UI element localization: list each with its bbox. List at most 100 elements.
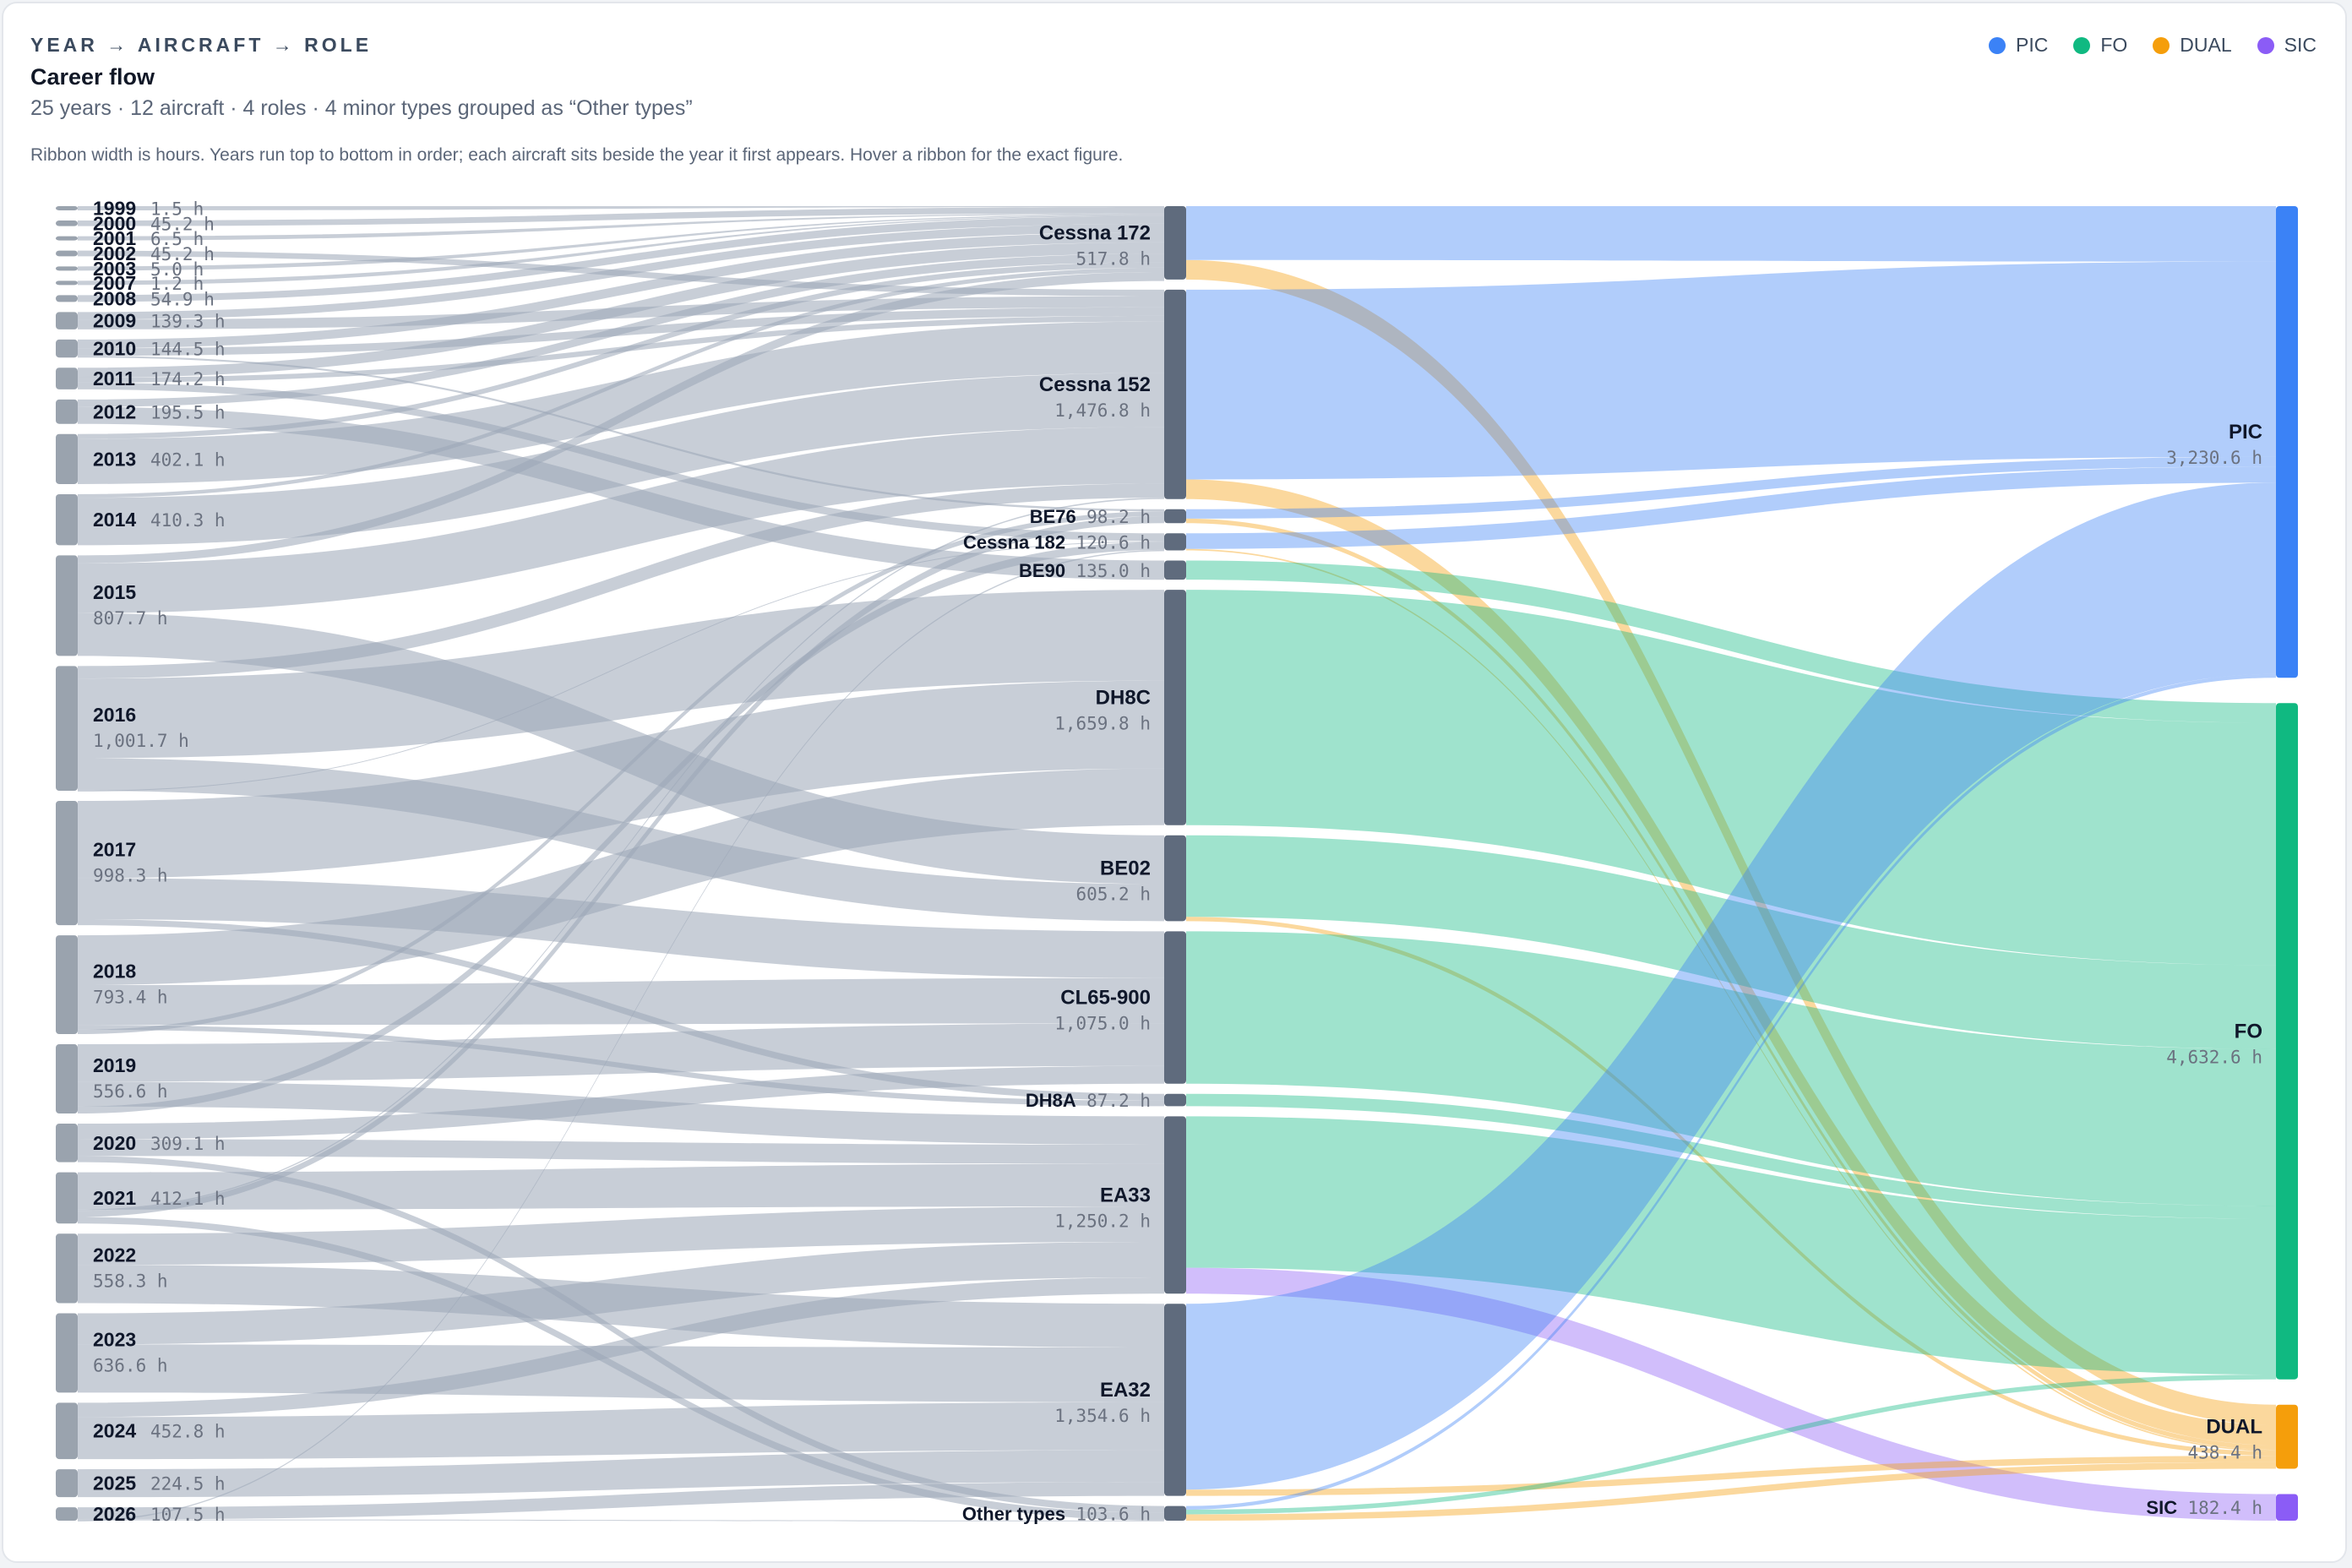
year-node-2019[interactable]	[56, 1044, 78, 1114]
link-2016-cessna-182[interactable]	[78, 541, 1164, 792]
link-2015-cessna-152[interactable]	[78, 427, 1164, 613]
year-node-2020[interactable]	[56, 1124, 78, 1162]
link-ea32-pic[interactable]	[1186, 482, 2276, 1490]
year-node-2017[interactable]	[56, 801, 78, 926]
link-2019-cl65-900[interactable]	[78, 1023, 1164, 1082]
link-cessna-152-dual[interactable]	[1186, 479, 2276, 1446]
link-ea32-dual[interactable]	[1186, 1456, 2276, 1496]
link-2022-ea33[interactable]	[78, 1206, 1164, 1266]
link-be76-dual[interactable]	[1186, 518, 2276, 1451]
year-node-2003[interactable]	[56, 266, 78, 271]
link-2020-cl65-900[interactable]	[78, 1065, 1164, 1140]
legend-item-pic[interactable]: PIC	[1989, 34, 2048, 57]
link-cessna-152-pic[interactable]	[1186, 261, 2276, 480]
year-node-2021[interactable]	[56, 1172, 78, 1224]
link-2013-cessna-172[interactable]	[78, 262, 1164, 439]
link-be02-dual[interactable]	[1186, 917, 2276, 1456]
year-node-2024[interactable]	[56, 1402, 78, 1460]
link-other-types-dual[interactable]	[1186, 1462, 2276, 1521]
aircraft-node-cessna-182[interactable]	[1164, 533, 1186, 551]
year-node-2007[interactable]	[56, 280, 78, 286]
link-2012-be90[interactable]	[78, 406, 1164, 580]
role-node-dual[interactable]	[2276, 1404, 2298, 1469]
aircraft-node-cl65-900[interactable]	[1164, 931, 1186, 1084]
year-node-2026[interactable]	[56, 1507, 78, 1521]
link-2012-cessna-172[interactable]	[78, 253, 1164, 407]
link-2021-cessna-152[interactable]	[78, 498, 1164, 1211]
year-node-2000[interactable]	[56, 220, 78, 226]
link-1999-cessna-172[interactable]	[78, 206, 1164, 210]
link-2009-cessna-172[interactable]	[78, 223, 1164, 320]
link-2014-cessna-172[interactable]	[78, 267, 1164, 498]
link-cessna-182-dual[interactable]	[1186, 548, 2276, 1451]
link-2017-cl65-900[interactable]	[78, 878, 1164, 978]
aircraft-node-cessna-172[interactable]	[1164, 206, 1186, 280]
link-cl65-900-fo[interactable]	[1186, 931, 2276, 1206]
link-2024-ea33[interactable]	[78, 1277, 1164, 1418]
link-2026-ea32[interactable]	[78, 1482, 1164, 1520]
link-2011-cessna-172[interactable]	[78, 242, 1164, 378]
year-node-2002[interactable]	[56, 250, 78, 257]
role-node-sic[interactable]	[2276, 1494, 2298, 1521]
link-2010-be76[interactable]	[78, 356, 1164, 512]
link-ea33-fo[interactable]	[1186, 1116, 2276, 1375]
link-2026-cessna-182[interactable]	[78, 549, 1164, 1522]
year-node-1999[interactable]	[56, 206, 78, 210]
year-node-2009[interactable]	[56, 312, 78, 329]
aircraft-node-cessna-152[interactable]	[1164, 289, 1186, 499]
link-2008-cessna-172[interactable]	[78, 215, 1164, 302]
link-cessna-172-pic[interactable]	[1186, 206, 2276, 262]
link-2018-be76[interactable]	[78, 511, 1164, 1035]
role-node-pic[interactable]	[2276, 206, 2298, 678]
link-2000-cessna-172[interactable]	[78, 207, 1164, 226]
legend-item-dual[interactable]: DUAL	[2153, 34, 2232, 57]
link-2018-dh8c[interactable]	[78, 768, 1164, 986]
year-node-2018[interactable]	[56, 935, 78, 1035]
year-node-2012[interactable]	[56, 399, 78, 424]
year-node-2023[interactable]	[56, 1313, 78, 1393]
link-dh8a-fo[interactable]	[1186, 1093, 2276, 1219]
link-other-types-pic[interactable]	[1186, 673, 2276, 1510]
link-2025-ea32[interactable]	[78, 1450, 1164, 1498]
aircraft-node-be90[interactable]	[1164, 560, 1186, 580]
legend-item-fo[interactable]: FO	[2073, 34, 2127, 57]
link-2024-ea32[interactable]	[78, 1402, 1164, 1460]
link-2007-cessna-172[interactable]	[78, 215, 1164, 286]
aircraft-node-other-types[interactable]	[1164, 1505, 1186, 1521]
link-2016-dh8c[interactable]	[78, 590, 1164, 759]
year-node-2014[interactable]	[56, 493, 78, 546]
link-2026-other-types[interactable]	[78, 1519, 1164, 1522]
link-2018-cl65-900[interactable]	[78, 977, 1164, 1026]
link-be76-pic[interactable]	[1186, 456, 2276, 519]
link-2021-be76[interactable]	[78, 516, 1164, 1217]
year-node-2016[interactable]	[56, 666, 78, 792]
link-be90-fo[interactable]	[1186, 560, 2276, 723]
year-node-2022[interactable]	[56, 1233, 78, 1304]
link-2003-cessna-172[interactable]	[78, 214, 1164, 271]
link-dh8c-fo[interactable]	[1186, 590, 2276, 966]
year-node-2013[interactable]	[56, 433, 78, 484]
link-2001-cessna-172[interactable]	[78, 213, 1164, 241]
aircraft-node-be02[interactable]	[1164, 835, 1186, 922]
link-2021-ea33[interactable]	[78, 1163, 1164, 1210]
link-cessna-172-dual[interactable]	[1186, 259, 2276, 1425]
aircraft-node-ea33[interactable]	[1164, 1116, 1186, 1294]
link-2015-cessna-172[interactable]	[78, 271, 1164, 564]
link-2023-ea32[interactable]	[78, 1344, 1164, 1402]
legend-item-sic[interactable]: SIC	[2257, 34, 2317, 57]
year-node-2001[interactable]	[56, 236, 78, 241]
role-node-fo[interactable]	[2276, 703, 2298, 1380]
year-node-2015[interactable]	[56, 555, 78, 656]
aircraft-node-dh8c[interactable]	[1164, 590, 1186, 825]
link-2019-ea33[interactable]	[78, 1081, 1164, 1145]
link-2023-ea33[interactable]	[78, 1241, 1164, 1345]
year-node-2008[interactable]	[56, 295, 78, 302]
aircraft-node-ea32[interactable]	[1164, 1304, 1186, 1496]
link-2014-cessna-152[interactable]	[78, 373, 1164, 546]
link-other-types-fo[interactable]	[1186, 1375, 2276, 1515]
aircraft-node-dh8a[interactable]	[1164, 1093, 1186, 1107]
link-2010-cessna-172[interactable]	[78, 231, 1164, 349]
link-2019-cessna-182[interactable]	[78, 542, 1164, 1114]
aircraft-node-be76[interactable]	[1164, 509, 1186, 524]
link-2020-other-types[interactable]	[78, 1156, 1164, 1513]
